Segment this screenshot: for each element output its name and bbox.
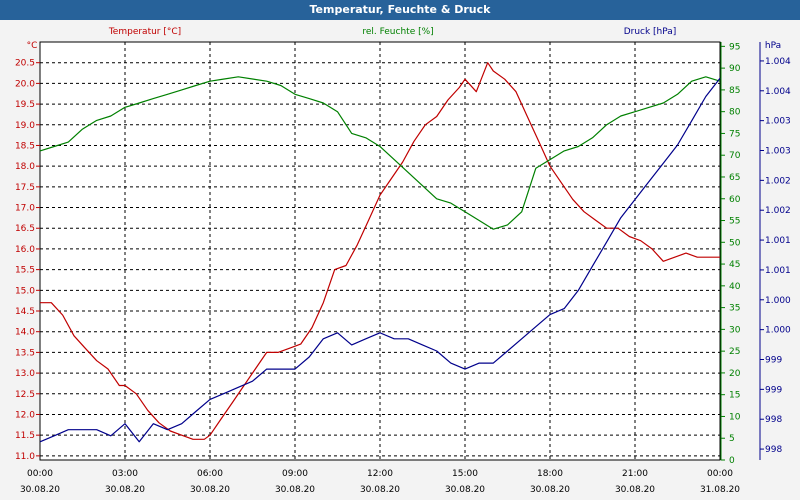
x-tick-label-date: 30.08.20: [445, 485, 485, 495]
humidity-tick-label: 5: [729, 434, 735, 444]
x-tick-label-date: 30.08.20: [360, 485, 400, 495]
humidity-axis-title: rel. Feuchte [%]: [362, 27, 433, 37]
humidity-tick-label: 90: [729, 64, 741, 74]
humidity-tick-label: 15: [729, 391, 740, 401]
pressure-tick-label: 1.001: [765, 236, 791, 246]
humidity-tick-label: 10: [729, 412, 741, 422]
x-tick-label-date: 30.08.20: [615, 485, 655, 495]
temperature-tick-label: 11.5: [15, 431, 35, 441]
humidity-tick-label: 20: [729, 369, 741, 379]
humidity-tick-label: 85: [729, 86, 740, 96]
pressure-tick-label: 1.004: [765, 57, 791, 67]
temperature-tick-label: 14.0: [15, 328, 35, 338]
x-tick-label-date: 31.08.20: [700, 485, 740, 495]
pressure-tick-label: 1.002: [765, 206, 791, 216]
x-tick-label-time: 00:00: [27, 469, 53, 479]
humidity-tick-label: 35: [729, 304, 740, 314]
x-tick-label-date: 30.08.20: [20, 485, 60, 495]
pressure-tick-label: 998: [765, 415, 782, 425]
temperature-tick-label: 18.5: [15, 141, 35, 151]
pressure-tick-label: 998: [765, 445, 782, 455]
x-tick-label-time: 09:00: [282, 469, 308, 479]
humidity-tick-label: 25: [729, 347, 740, 357]
temperature-tick-label: 15.5: [15, 266, 35, 276]
humidity-tick-label: 50: [729, 238, 741, 248]
x-tick-label-time: 18:00: [537, 469, 563, 479]
x-tick-label-time: 00:00: [707, 469, 733, 479]
humidity-line: [39, 76, 721, 230]
temperature-line: [40, 62, 720, 440]
pressure-tick-label: 999: [765, 385, 782, 395]
pressure-axis-unit: hPa: [765, 41, 781, 51]
pressure-tick-label: 1.000: [765, 296, 791, 306]
humidity-tick-label: 30: [729, 325, 741, 335]
humidity-tick-label: 70: [729, 151, 741, 161]
pressure-tick-label: 1.001: [765, 266, 791, 276]
humidity-tick-label: 95: [729, 42, 740, 52]
pressure-line: [39, 77, 721, 443]
x-tick-label-date: 30.08.20: [275, 485, 315, 495]
x-tick-label-time: 12:00: [367, 469, 393, 479]
temperature-tick-label: 14.5: [15, 307, 35, 317]
temperature-tick-label: 12.0: [15, 410, 35, 420]
humidity-tick-label: 80: [729, 108, 741, 118]
temperature-tick-label: 13.5: [15, 348, 35, 358]
temperature-tick-label: 19.5: [15, 100, 35, 110]
humidity-tick-label: 65: [729, 173, 740, 183]
chart-title: Temperatur, Feuchte & Druck: [0, 0, 800, 20]
temperature-tick-label: 19.0: [15, 121, 35, 131]
humidity-tick-label: 40: [729, 282, 741, 292]
humidity-tick-label: 55: [729, 217, 740, 227]
x-tick-label-date: 30.08.20: [190, 485, 230, 495]
humidity-tick-label: 75: [729, 129, 740, 139]
temperature-tick-label: 17.5: [15, 183, 35, 193]
humidity-tick-label: 60: [729, 195, 741, 205]
x-tick-label-time: 03:00: [112, 469, 138, 479]
temperature-tick-label: 18.0: [15, 162, 35, 172]
chart-area: 00:00 30.08.20 03:00 30.08.20 06:00 30.08.20 0…: [15, 27, 791, 495]
temperature-axis-title: Temperatur [°C]: [108, 27, 181, 37]
pressure-tick-label: 1.003: [765, 147, 791, 157]
temperature-tick-label: 16.5: [15, 224, 35, 234]
temperature-tick-label: 11.0: [15, 452, 35, 462]
x-tick-label-time: 06:00: [197, 469, 223, 479]
pressure-tick-label: 1.003: [765, 117, 791, 127]
pressure-tick-label: 1.000: [765, 326, 791, 336]
pressure-tick-label: 999: [765, 356, 782, 366]
temperature-tick-label: 20.0: [15, 79, 35, 89]
temperature-tick-label: 12.5: [15, 390, 35, 400]
pressure-axis-title: Druck [hPa]: [624, 27, 677, 37]
temperature-axis-unit: °C: [27, 41, 38, 51]
humidity-tick-label: 45: [729, 260, 740, 270]
humidity-tick-label: 0: [729, 456, 735, 466]
temperature-tick-label: 15.0: [15, 286, 35, 296]
pressure-tick-label: 1.002: [765, 176, 791, 186]
x-tick-label-date: 30.08.20: [530, 485, 570, 495]
x-tick-label-time: 15:00: [452, 469, 478, 479]
temperature-tick-label: 20.5: [15, 59, 35, 69]
temperature-tick-label: 16.0: [15, 245, 35, 255]
temperature-tick-label: 17.0: [15, 204, 35, 214]
x-tick-label-date: 30.08.20: [105, 485, 145, 495]
temperature-tick-label: 13.0: [15, 369, 35, 379]
pressure-tick-label: 1.004: [765, 87, 791, 97]
x-tick-label-time: 21:00: [622, 469, 648, 479]
